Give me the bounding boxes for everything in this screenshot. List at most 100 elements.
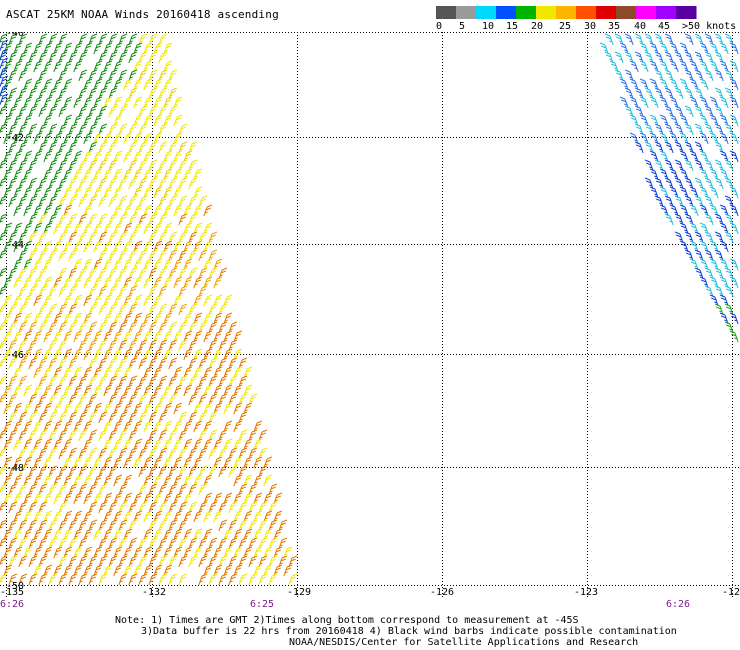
wind-barb	[108, 411, 118, 424]
lon-label: -135	[0, 587, 24, 597]
wind-barb	[133, 186, 143, 199]
wind-barb	[664, 87, 674, 100]
wind-barb	[208, 357, 218, 370]
wind-barb	[674, 177, 684, 190]
wind-barb	[148, 249, 158, 262]
wind-barb	[133, 96, 143, 109]
wind-barb	[58, 447, 68, 460]
wind-barb	[123, 402, 133, 415]
wind-barb	[248, 573, 258, 586]
wind-barb	[699, 204, 709, 217]
time-label: 6:25	[250, 599, 275, 610]
wind-barb	[158, 339, 168, 352]
wind-barb	[138, 249, 148, 262]
wind-barb	[53, 132, 63, 145]
wind-barb	[123, 276, 133, 289]
wind-barb	[0, 33, 8, 44]
wind-barb	[13, 528, 23, 541]
wind-barb	[68, 375, 78, 388]
wind-barb	[43, 402, 53, 415]
wind-barb	[659, 42, 669, 55]
wind-barb	[108, 69, 118, 82]
wind-barb	[93, 150, 103, 163]
wind-barb	[118, 105, 128, 118]
wind-barb	[63, 366, 73, 379]
wind-barb	[18, 87, 28, 100]
wind-barb	[118, 519, 128, 532]
wind-barb	[208, 465, 218, 478]
wind-barb	[113, 438, 123, 451]
wind-barb	[98, 447, 108, 460]
legend-swatch	[436, 6, 457, 19]
wind-barb	[98, 411, 108, 424]
wind-barb	[68, 249, 78, 262]
wind-barb	[53, 222, 63, 235]
wind-barb	[689, 222, 699, 235]
wind-barb	[624, 33, 634, 46]
wind-barb	[644, 159, 654, 172]
wind-barb	[634, 33, 644, 46]
wind-barb	[669, 78, 679, 91]
wind-barb	[178, 231, 188, 244]
wind-barb	[183, 258, 193, 271]
wind-barb	[63, 330, 73, 343]
wind-barb	[228, 555, 238, 568]
wind-barb	[198, 447, 208, 460]
wind-barb	[23, 42, 33, 55]
wind-barb	[3, 312, 13, 325]
wind-barb	[138, 105, 148, 118]
wind-barb	[173, 204, 183, 217]
wind-barb	[103, 456, 113, 469]
wind-barb	[223, 384, 233, 397]
wind-barb	[78, 159, 88, 172]
wind-barb	[148, 69, 158, 82]
wind-barb	[8, 303, 18, 316]
wind-barb	[53, 276, 63, 289]
wind-barb	[3, 546, 13, 559]
wind-barb	[669, 204, 679, 217]
wind-barb	[103, 492, 113, 505]
wind-barb	[674, 159, 684, 172]
wind-barb	[163, 528, 173, 541]
wind-barb	[163, 420, 173, 433]
wind-barb	[699, 186, 709, 199]
wind-barb	[123, 168, 133, 181]
wind-barb	[33, 438, 43, 451]
wind-barb	[63, 510, 73, 523]
wind-barb	[68, 51, 78, 64]
wind-barb	[639, 42, 649, 55]
wind-barb	[133, 492, 143, 505]
wind-barb	[128, 519, 138, 532]
wind-barb	[183, 366, 193, 379]
wind-barb	[188, 231, 198, 244]
wind-barb	[654, 141, 664, 154]
wind-barb	[173, 330, 183, 343]
wind-barb	[203, 294, 213, 307]
wind-barb	[48, 213, 58, 226]
wind-barb	[719, 150, 729, 163]
wind-barb	[128, 33, 138, 46]
wind-barb	[283, 546, 293, 559]
wind-barb	[63, 402, 73, 415]
wind-barb	[33, 42, 43, 55]
wind-barb	[168, 573, 178, 586]
wind-barb	[83, 258, 93, 271]
wind-barb	[163, 114, 173, 127]
wind-barb	[28, 573, 38, 586]
wind-barb	[228, 447, 238, 460]
wind-barb	[168, 177, 178, 190]
wind-barb	[128, 573, 138, 586]
wind-barb	[98, 141, 108, 154]
wind-barb	[78, 447, 88, 460]
legend-swatch	[636, 6, 657, 19]
wind-barb	[213, 366, 223, 379]
wind-barb	[33, 528, 43, 541]
wind-barb	[93, 528, 103, 541]
wind-barb	[83, 294, 93, 307]
wind-barb	[143, 492, 153, 505]
wind-barb	[719, 294, 729, 307]
wind-barb	[173, 402, 183, 415]
wind-barb	[188, 213, 198, 226]
wind-barb	[664, 177, 674, 190]
wind-barb	[23, 312, 33, 325]
